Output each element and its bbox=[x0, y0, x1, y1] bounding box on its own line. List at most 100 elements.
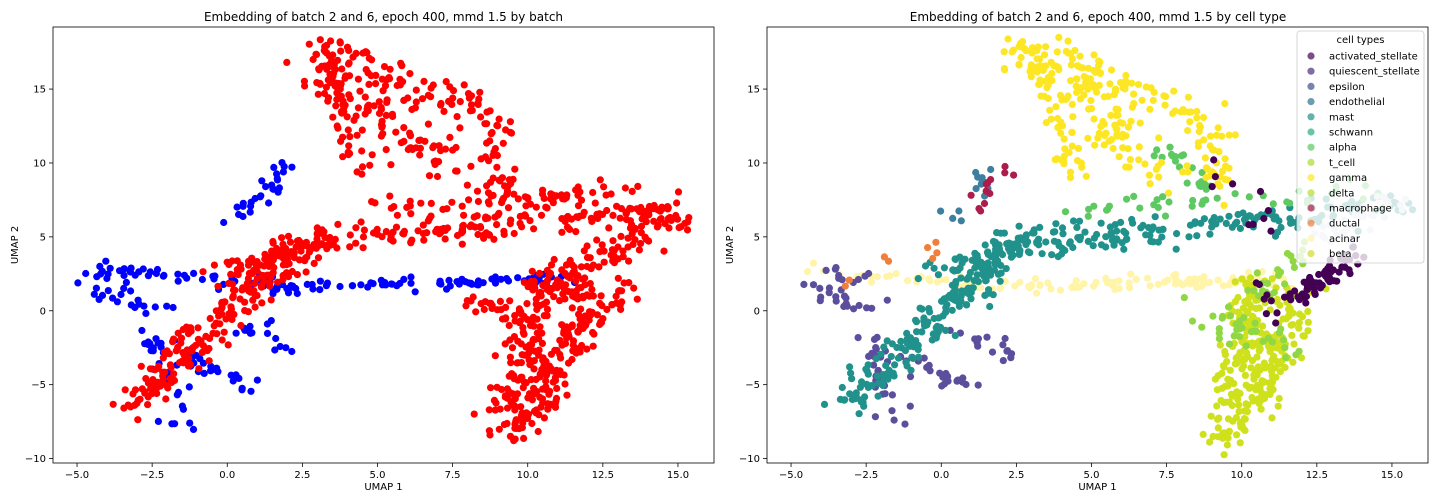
left-point bbox=[334, 124, 342, 132]
left-point bbox=[537, 211, 546, 219]
right-point bbox=[1304, 318, 1312, 326]
right-point bbox=[1015, 222, 1023, 230]
right-point bbox=[1090, 115, 1098, 123]
left-point bbox=[288, 347, 296, 356]
left-point bbox=[316, 36, 324, 44]
left-point bbox=[526, 200, 535, 208]
right-point bbox=[1058, 122, 1067, 130]
left-point bbox=[506, 118, 514, 126]
right-point bbox=[967, 191, 975, 199]
left-point bbox=[519, 419, 527, 427]
right-point bbox=[1015, 250, 1024, 258]
left-point bbox=[174, 270, 182, 278]
left-point bbox=[460, 211, 468, 219]
left-x-tick-label: 2.5 bbox=[294, 470, 310, 481]
left-x-tick-label: 5.0 bbox=[370, 470, 386, 481]
left-point bbox=[245, 257, 253, 265]
left-point bbox=[484, 198, 492, 206]
legend-marker bbox=[1307, 158, 1315, 166]
left-point bbox=[102, 257, 110, 265]
right-point bbox=[1191, 219, 1199, 227]
right-point bbox=[1052, 103, 1060, 111]
right-point bbox=[1289, 321, 1297, 329]
left-point bbox=[382, 146, 390, 154]
right-point bbox=[1123, 235, 1131, 243]
right-point bbox=[984, 179, 992, 187]
left-point bbox=[500, 227, 508, 235]
left-point bbox=[491, 279, 500, 287]
right-point bbox=[1044, 94, 1052, 102]
left-point bbox=[631, 236, 639, 244]
left-point bbox=[458, 202, 466, 210]
legend-marker bbox=[1307, 174, 1315, 182]
right-point bbox=[954, 376, 962, 384]
left-point bbox=[589, 261, 598, 269]
left-point bbox=[268, 254, 276, 263]
right-point bbox=[1095, 62, 1103, 70]
left-point bbox=[327, 62, 335, 70]
right-point bbox=[1291, 287, 1299, 295]
right-point bbox=[1146, 105, 1154, 113]
left-point bbox=[543, 370, 551, 379]
right-point bbox=[897, 337, 905, 345]
right-point bbox=[1208, 145, 1216, 153]
right-point bbox=[1111, 87, 1120, 95]
left-point bbox=[516, 317, 525, 325]
right-point bbox=[1007, 240, 1015, 248]
left-point bbox=[237, 321, 245, 330]
left-point bbox=[278, 234, 286, 242]
left-point bbox=[456, 98, 464, 106]
right-point bbox=[1127, 117, 1135, 125]
right-point bbox=[948, 306, 956, 314]
left-point bbox=[358, 126, 366, 134]
left-point bbox=[467, 101, 476, 109]
right-point bbox=[1282, 315, 1290, 323]
right-point bbox=[1134, 80, 1143, 89]
right-point bbox=[890, 416, 898, 424]
left-point bbox=[500, 420, 508, 429]
left-point bbox=[205, 357, 213, 365]
right-point bbox=[1235, 401, 1243, 409]
left-point bbox=[435, 158, 443, 166]
right-point bbox=[1020, 235, 1028, 244]
left-point bbox=[222, 315, 230, 323]
left-point bbox=[542, 377, 550, 385]
legend-entry: schwann bbox=[1307, 128, 1373, 139]
left-point bbox=[417, 199, 425, 207]
right-point bbox=[855, 301, 863, 310]
left-point bbox=[448, 198, 456, 206]
right-point bbox=[929, 254, 937, 263]
left-point bbox=[387, 204, 395, 212]
left-point bbox=[279, 168, 287, 176]
right-point bbox=[888, 407, 896, 415]
right-point bbox=[1244, 401, 1252, 409]
legend-entry: alpha bbox=[1307, 143, 1357, 154]
left-point bbox=[375, 109, 384, 117]
left-point bbox=[323, 245, 331, 253]
right-point bbox=[1288, 331, 1296, 339]
left-point bbox=[352, 49, 360, 58]
right-point bbox=[1200, 180, 1208, 188]
right-point bbox=[856, 383, 865, 391]
left-point bbox=[163, 302, 171, 310]
left-point bbox=[530, 384, 538, 392]
right-point bbox=[983, 333, 991, 341]
left-point bbox=[539, 186, 547, 194]
left-point bbox=[334, 56, 342, 64]
left-point bbox=[506, 220, 514, 228]
right-point bbox=[926, 277, 934, 285]
right-point bbox=[1210, 156, 1218, 164]
right-point bbox=[1266, 388, 1274, 396]
left-point bbox=[314, 90, 322, 98]
right-point bbox=[996, 284, 1005, 292]
right-point bbox=[1299, 332, 1307, 340]
left-point bbox=[271, 346, 279, 354]
left-point bbox=[510, 229, 518, 238]
right-point bbox=[951, 332, 959, 340]
left-point bbox=[486, 431, 494, 439]
right-point bbox=[1055, 33, 1063, 42]
right-point bbox=[1068, 100, 1076, 108]
right-point bbox=[1068, 142, 1076, 150]
legend-entry: gamma bbox=[1307, 173, 1367, 184]
right-point bbox=[1073, 157, 1081, 165]
